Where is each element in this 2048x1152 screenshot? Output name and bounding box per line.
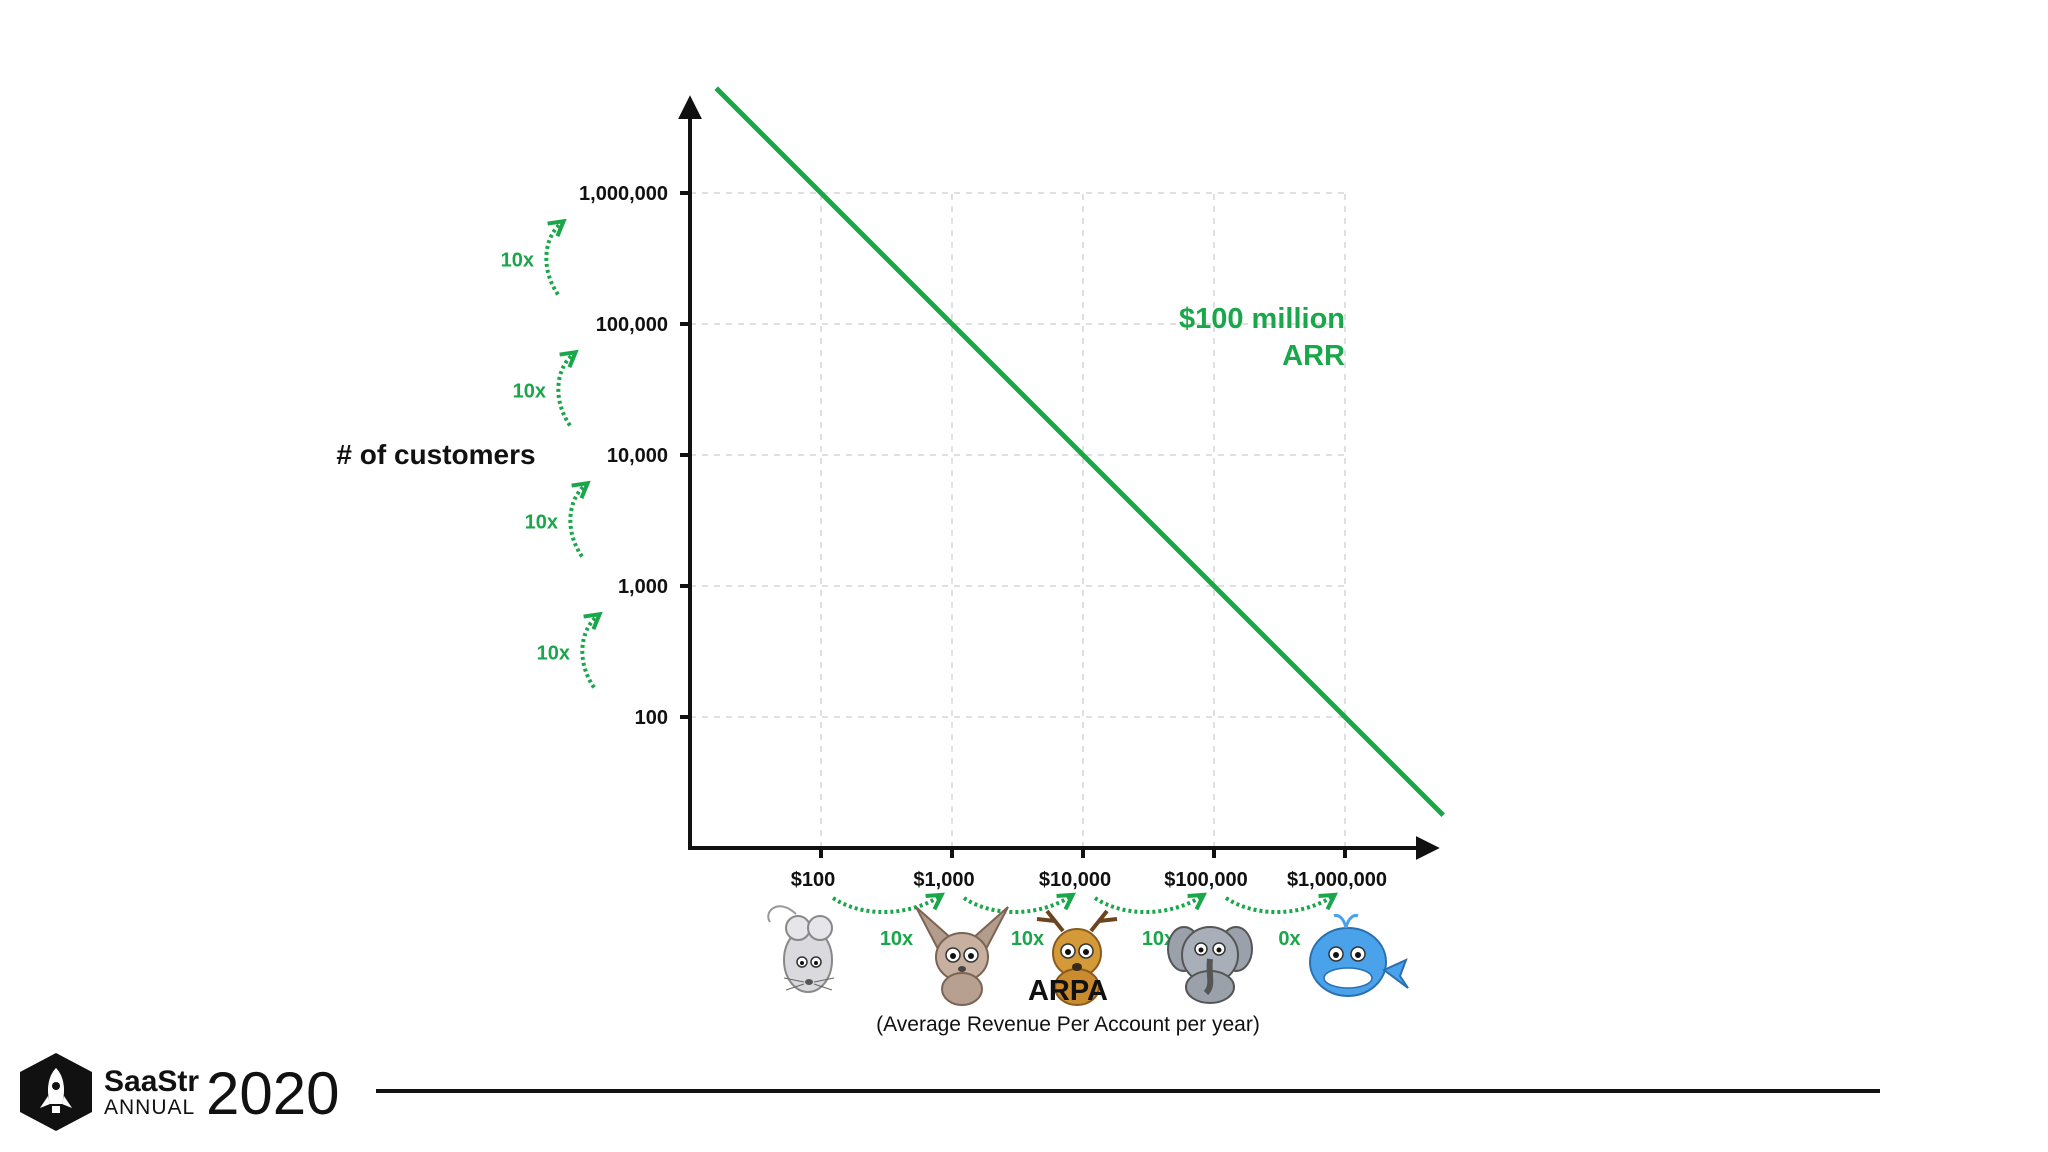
- multiplier-label: 10x: [501, 250, 534, 272]
- multiplier-arrow: [568, 480, 591, 558]
- series: [714, 86, 1446, 818]
- multiplier-arrow: [556, 349, 579, 427]
- y-tick-label: 1,000: [618, 576, 668, 598]
- x-tick-label: $1,000,000: [1287, 869, 1387, 891]
- footer-brand-sub: ANNUAL: [104, 1096, 195, 1119]
- multiplier-arrow: [580, 611, 603, 689]
- multiplier-label: 10x: [1142, 928, 1175, 950]
- x-tick-label: $100,000: [1164, 869, 1247, 891]
- multiplier-label: 10x: [537, 643, 570, 665]
- rocket-icon: [40, 1068, 72, 1113]
- elephant-icon: [1167, 926, 1253, 1004]
- mouse-icon: [767, 905, 835, 993]
- x-tick-label: $100: [791, 869, 836, 891]
- x-tick-label: $10,000: [1039, 869, 1111, 891]
- x-axis-subtitle: (Average Revenue Per Account per year): [876, 1013, 1260, 1036]
- x-ticks: $100 $1,000 $10,000 $100,000 $1,000,000: [791, 848, 1387, 891]
- footer-year: 2020: [206, 1060, 339, 1127]
- multiplier-label: 10x: [880, 928, 913, 950]
- y-tick-label: 1,000,000: [579, 183, 668, 205]
- multiplier-label: 10x: [1011, 928, 1044, 950]
- y-ticks: 100 1,000 10,000 100,000 1,000,000: [579, 183, 690, 729]
- grid: [690, 192, 1346, 848]
- axes: [678, 95, 1440, 860]
- series-line: [714, 86, 1446, 818]
- multiplier-arrow: [831, 892, 946, 915]
- saastr-logo: [20, 1053, 92, 1131]
- multiplier-arrow: [1093, 892, 1208, 915]
- multiplier-arrow: [962, 892, 1077, 915]
- x-axis-title: ARPA: [1028, 975, 1108, 1007]
- multiplier-arrow: [1224, 892, 1339, 915]
- rabbit-icon: [915, 906, 1009, 1006]
- y-tick-label: 100: [635, 707, 668, 729]
- deer-icon: [1036, 909, 1118, 1006]
- y-multipliers: 10x 10x 10x 10x: [501, 218, 603, 689]
- series-label-line2: ARR: [1282, 340, 1345, 372]
- footer-brand: SaaStr: [104, 1065, 199, 1098]
- y-tick-label: 10,000: [607, 445, 668, 467]
- multiplier-label: 10x: [525, 512, 558, 534]
- whale-icon: [1309, 914, 1409, 997]
- multiplier-label: 0x: [1278, 928, 1300, 950]
- y-axis-label: # of customers: [336, 439, 535, 470]
- multiplier-arrow: [544, 218, 567, 296]
- series-label-line1: $100 million: [1179, 303, 1345, 335]
- x-multipliers: 10x 10x 10x 0x: [831, 892, 1339, 950]
- x-tick-label: $1,000: [913, 869, 974, 891]
- multiplier-label: 10x: [513, 381, 546, 403]
- y-tick-label: 100,000: [596, 314, 668, 336]
